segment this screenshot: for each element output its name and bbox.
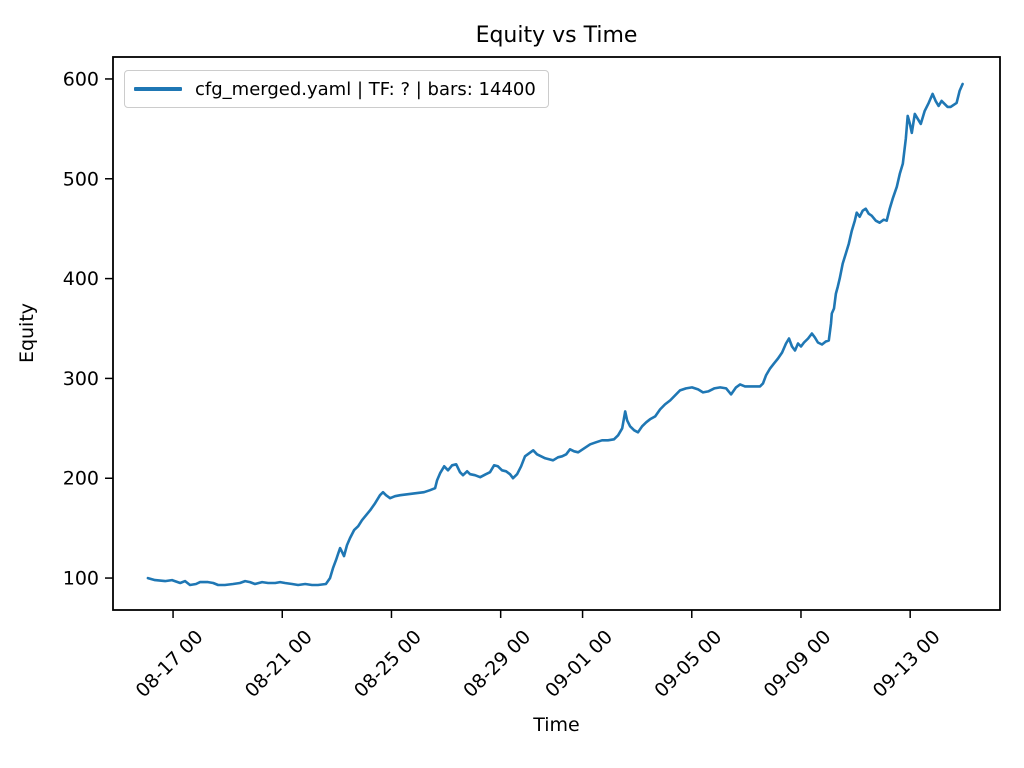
y-tick-label: 400	[63, 268, 99, 290]
y-tick-label: 200	[63, 468, 99, 490]
x-axis-label: Time	[533, 714, 580, 736]
x-tick-label: 08-21 00	[241, 626, 317, 702]
x-tick-label: 09-13 00	[869, 626, 945, 702]
legend: cfg_merged.yaml | TF: ? | bars: 14400	[124, 70, 549, 108]
y-tick-label: 500	[63, 168, 99, 190]
chart-title: Equity vs Time	[475, 23, 638, 48]
x-tick-label: 08-29 00	[459, 626, 535, 702]
y-tick-label: 300	[63, 368, 99, 390]
y-axis-label: Equity	[16, 302, 38, 364]
equity-line	[146, 82, 964, 587]
x-tick-label: 09-01 00	[541, 626, 617, 702]
axes-frame	[112, 56, 1001, 611]
y-tick-label: 600	[63, 68, 99, 90]
x-tick-label: 08-25 00	[350, 626, 426, 702]
x-tick-label: 08-17 00	[132, 626, 208, 702]
x-tick-label: 09-05 00	[650, 626, 726, 702]
legend-line-sample	[134, 87, 182, 91]
y-tick-label: 100	[63, 568, 99, 590]
x-tick-label: 09-09 00	[760, 626, 836, 702]
legend-label: cfg_merged.yaml | TF: ? | bars: 14400	[195, 78, 536, 100]
